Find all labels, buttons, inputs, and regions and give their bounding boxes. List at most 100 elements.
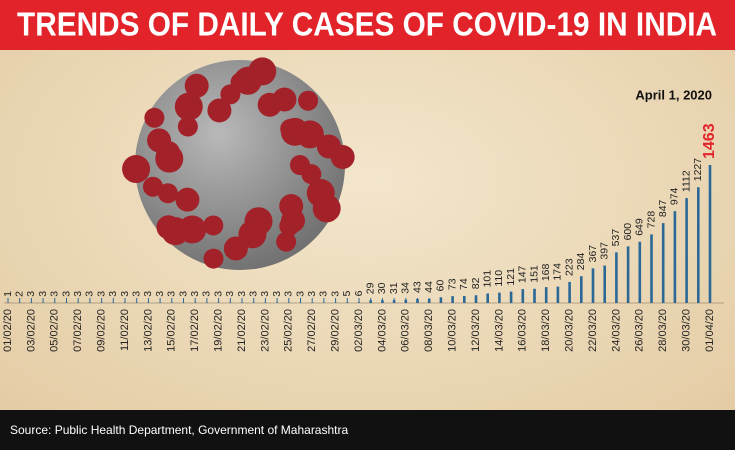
- bar: [650, 234, 653, 303]
- value-label: 174: [552, 263, 564, 281]
- bar: [568, 281, 571, 303]
- bar: [463, 296, 466, 303]
- x-tick-label: 20/03/20: [564, 309, 576, 352]
- value-label: 284: [575, 253, 587, 271]
- value-label: 3: [119, 291, 131, 297]
- bar: [591, 268, 595, 303]
- x-tick-label: 30/03/20: [681, 309, 693, 352]
- bar: [556, 286, 560, 303]
- bar: [580, 276, 583, 303]
- value-label: 3: [294, 291, 306, 297]
- bar: [381, 300, 384, 303]
- x-tick-label: 27/02/20: [306, 309, 318, 352]
- value-label: 847: [657, 199, 669, 217]
- bar: [638, 241, 642, 303]
- bar: [427, 298, 431, 303]
- value-label: 30: [376, 282, 388, 294]
- x-tick-label: 04/03/20: [376, 309, 388, 352]
- value-label: 121: [505, 268, 517, 286]
- bar: [509, 291, 513, 303]
- x-tick-label: 14/03/20: [493, 309, 505, 352]
- x-tick-label: 23/02/20: [259, 309, 271, 352]
- x-tick-label: 09/02/20: [96, 309, 108, 352]
- value-label: 101: [481, 270, 493, 288]
- x-tick-label: 05/02/20: [49, 309, 61, 352]
- value-label: 34: [400, 282, 412, 294]
- value-label: 3: [177, 291, 189, 297]
- x-tick-label: 13/02/20: [142, 309, 154, 352]
- value-label: 3: [95, 291, 107, 297]
- bar: [357, 302, 361, 303]
- bar: [603, 265, 606, 303]
- x-tick-label: 17/02/20: [189, 309, 201, 352]
- value-label: 147: [517, 265, 529, 283]
- x-tick-label: 01/02/20: [2, 309, 14, 352]
- bar: [498, 292, 501, 303]
- x-tick-label: 26/03/20: [634, 309, 646, 352]
- x-tick-label: 18/03/20: [540, 309, 552, 352]
- bar: [392, 300, 396, 303]
- value-label: 367: [587, 245, 599, 263]
- value-label: 82: [470, 277, 482, 289]
- value-label: 3: [154, 291, 166, 297]
- bar: [404, 299, 408, 303]
- value-label: 3: [247, 291, 259, 297]
- value-label: 974: [669, 187, 681, 205]
- x-tick-label: 07/02/20: [72, 309, 84, 352]
- x-tick-label: 21/02/20: [236, 309, 248, 352]
- value-label: 1463: [701, 123, 718, 159]
- x-tick-label: 28/03/20: [657, 309, 669, 352]
- bar: [439, 297, 443, 303]
- value-label: 3: [189, 291, 201, 297]
- value-label: 537: [610, 229, 622, 247]
- x-tick-label: 10/03/20: [447, 309, 459, 352]
- value-label: 223: [563, 258, 575, 276]
- value-label: 3: [84, 291, 96, 297]
- value-label: 3: [49, 291, 61, 297]
- x-tick-label: 24/03/20: [610, 309, 622, 352]
- value-label: 3: [166, 291, 178, 297]
- bar: [521, 289, 525, 303]
- value-label: 2: [13, 291, 25, 297]
- value-label: 44: [423, 281, 435, 293]
- value-label: 31: [388, 282, 400, 294]
- value-label: 5: [341, 291, 353, 297]
- value-label: 3: [236, 291, 248, 297]
- value-label: 3: [306, 291, 318, 297]
- source: Source: Public Health Department, Govern…: [10, 423, 348, 437]
- bar: [369, 300, 372, 303]
- title-banner: [0, 0, 735, 50]
- value-label: 3: [224, 291, 236, 297]
- bar: [533, 288, 536, 303]
- bar: [615, 252, 618, 303]
- x-tick-label: 03/02/20: [25, 309, 37, 352]
- bar: [661, 223, 665, 303]
- bar: [626, 246, 630, 303]
- value-label: 3: [329, 291, 341, 297]
- value-label: 3: [271, 291, 283, 297]
- x-tick-label: 16/03/20: [517, 309, 529, 352]
- x-tick-label: 25/02/20: [283, 309, 295, 352]
- value-label: 3: [201, 291, 213, 297]
- value-label: 3: [283, 291, 295, 297]
- value-label: 3: [318, 291, 330, 297]
- x-tick-label: 15/02/20: [166, 309, 178, 352]
- value-label: 29: [364, 282, 376, 294]
- x-tick-label: 22/03/20: [587, 309, 599, 352]
- bar: [673, 211, 677, 303]
- value-label: 3: [107, 291, 119, 297]
- value-label: 43: [411, 281, 423, 293]
- value-label: 168: [540, 263, 552, 281]
- x-tick-label: 02/03/20: [353, 309, 365, 352]
- bar: [416, 298, 419, 303]
- value-label: 728: [645, 211, 657, 229]
- x-tick-label: 12/03/20: [470, 309, 482, 352]
- bar: [685, 198, 688, 303]
- bar: [544, 287, 548, 303]
- value-label: 1112: [680, 170, 692, 192]
- x-tick-label: 19/02/20: [213, 309, 225, 352]
- value-label: 3: [25, 291, 37, 297]
- value-label: 3: [37, 291, 49, 297]
- value-label: 74: [458, 278, 470, 290]
